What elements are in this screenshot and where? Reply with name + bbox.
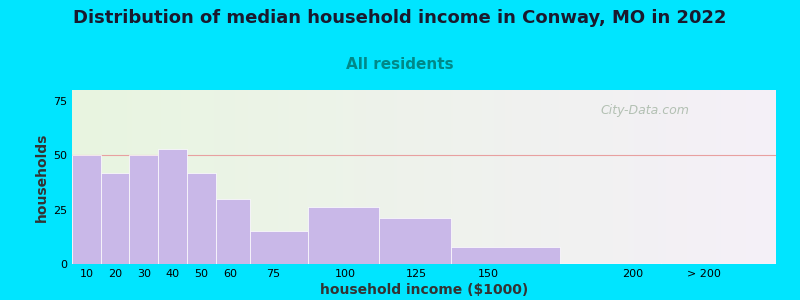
Text: City-Data.com: City-Data.com	[600, 104, 689, 117]
Y-axis label: households: households	[35, 132, 49, 222]
Bar	[308, 208, 379, 264]
Bar	[130, 155, 158, 264]
Text: Distribution of median household income in Conway, MO in 2022: Distribution of median household income …	[74, 9, 726, 27]
Text: All residents: All residents	[346, 57, 454, 72]
Bar	[451, 247, 561, 264]
Bar	[101, 172, 130, 264]
X-axis label: household income ($1000): household income ($1000)	[320, 283, 528, 297]
Bar	[661, 263, 776, 264]
Bar	[379, 218, 451, 264]
Bar	[72, 155, 101, 264]
Bar	[216, 199, 250, 264]
Bar	[158, 149, 187, 264]
Bar	[187, 172, 216, 264]
Bar	[250, 231, 308, 264]
Bar	[561, 263, 661, 264]
